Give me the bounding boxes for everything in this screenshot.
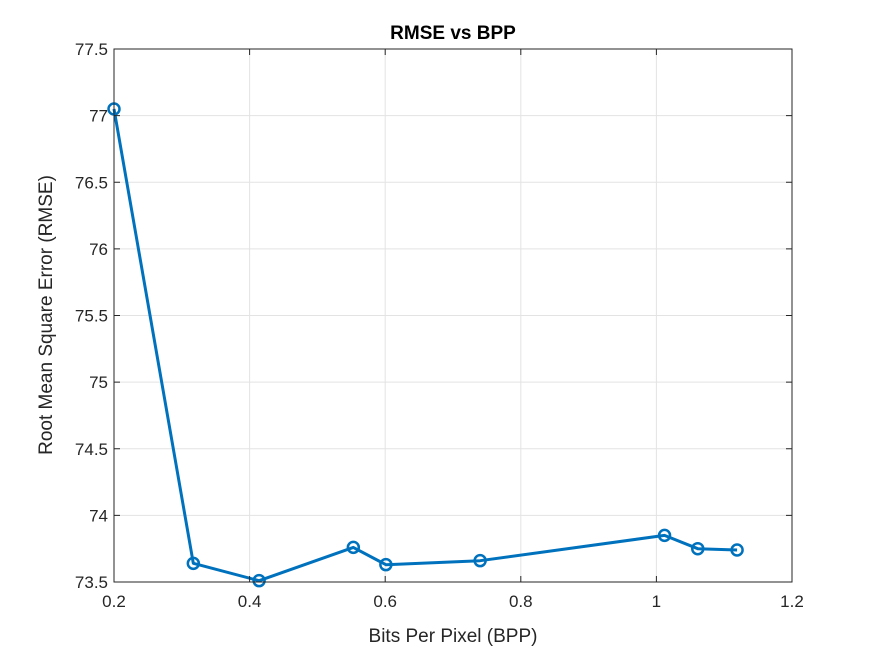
y-tick-label: 76.5 bbox=[75, 173, 108, 192]
y-tick-label: 73.5 bbox=[75, 573, 108, 592]
data-point-marker bbox=[730, 543, 744, 557]
data-point-marker bbox=[473, 553, 487, 568]
data-point-marker bbox=[186, 556, 201, 571]
chart-title: RMSE vs BPP bbox=[390, 23, 516, 44]
x-tick-label: 1.2 bbox=[780, 592, 804, 611]
grid bbox=[114, 49, 792, 582]
ticks: 0.2 0.4 0.6 0.8 1 1.2 73.5 74 74.5 75 75.5 76 76.5 77… bbox=[75, 40, 804, 611]
series-line bbox=[112, 108, 738, 583]
x-tick-label: 1 bbox=[652, 592, 661, 611]
x-tick-label: 0.4 bbox=[238, 592, 262, 611]
x-tick-label: 0.6 bbox=[373, 592, 397, 611]
y-tick-label: 76 bbox=[89, 240, 108, 259]
y-tick-label: 74 bbox=[89, 506, 108, 525]
data-point-marker bbox=[379, 557, 393, 572]
y-tick-label: 75 bbox=[89, 373, 108, 392]
x-tick-label: 0.2 bbox=[102, 592, 126, 611]
y-tick-label: 77 bbox=[89, 107, 108, 126]
data-point-marker bbox=[252, 573, 266, 588]
x-tick-label: 0.8 bbox=[509, 592, 533, 611]
y-tick-label: 75.5 bbox=[75, 307, 108, 326]
series-group bbox=[107, 102, 744, 588]
data-point-marker bbox=[346, 540, 361, 555]
x-axis-title: Bits Per Pixel (BPP) bbox=[369, 626, 538, 647]
data-point-marker bbox=[691, 541, 705, 556]
y-axis-title: Root Mean Square Error (RMSE) bbox=[36, 175, 57, 455]
data-point-marker bbox=[657, 528, 672, 543]
y-tick-label: 74.5 bbox=[75, 440, 108, 459]
y-tick-label: 77.5 bbox=[75, 40, 108, 59]
